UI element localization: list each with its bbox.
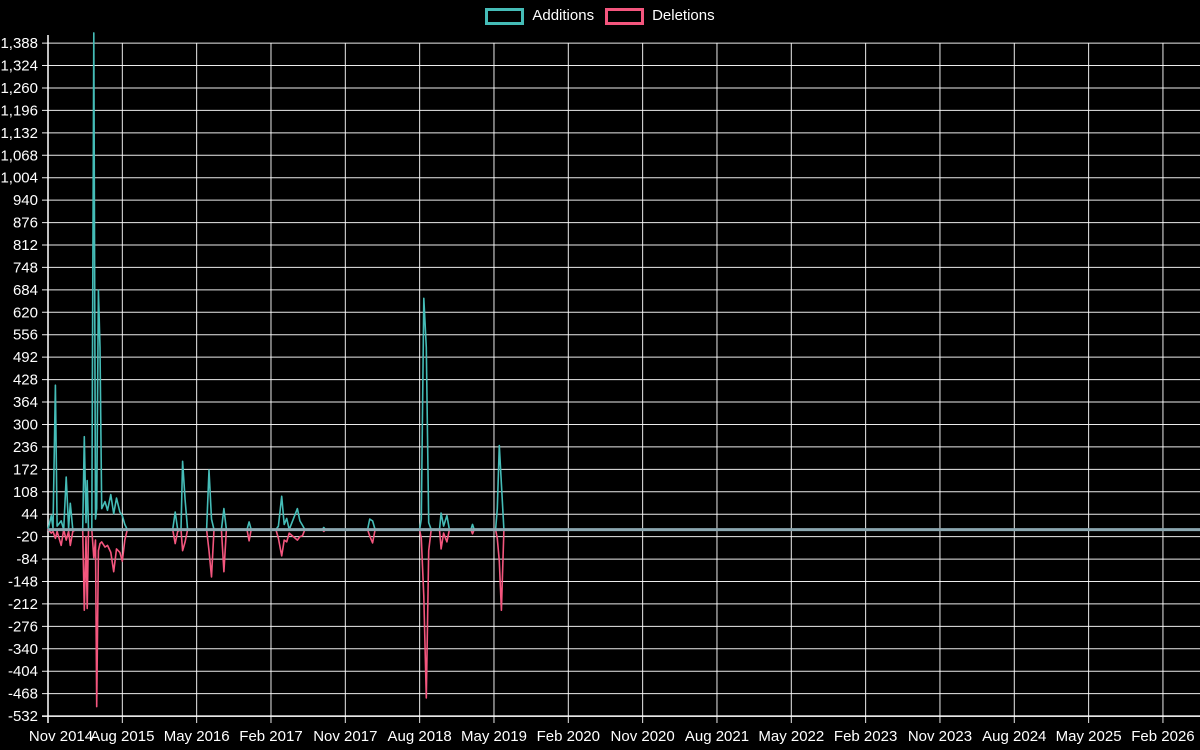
svg-text:Nov 2014: Nov 2014 (29, 728, 93, 745)
y-axis-labels: 1,388 1,324 1,260 1,196 1,132 1,068 1,004 940 87… (0, 35, 38, 725)
svg-text:1,260: 1,260 (0, 80, 38, 97)
svg-text:428: 428 (13, 372, 38, 389)
svg-text:940: 940 (13, 192, 38, 209)
svg-text:172: 172 (13, 461, 38, 478)
svg-text:Feb 2026: Feb 2026 (1131, 728, 1194, 745)
svg-text:-212: -212 (8, 596, 38, 613)
svg-text:May 2022: May 2022 (758, 728, 824, 745)
svg-text:-404: -404 (8, 663, 38, 680)
svg-text:300: 300 (13, 416, 38, 433)
svg-text:812: 812 (13, 237, 38, 254)
svg-text:Nov 2020: Nov 2020 (611, 728, 675, 745)
grid (42, 42, 1200, 723)
axes (42, 35, 1200, 723)
svg-text:Feb 2023: Feb 2023 (834, 728, 897, 745)
svg-text:-468: -468 (8, 686, 38, 703)
additions-line (47, 32, 1164, 531)
svg-text:Feb 2020: Feb 2020 (537, 728, 600, 745)
chart-legend: Additions Deletions (0, 6, 1200, 26)
svg-text:556: 556 (13, 327, 38, 344)
legend-label-deletions: Deletions (652, 7, 715, 24)
svg-text:684: 684 (13, 282, 38, 299)
svg-text:-84: -84 (16, 551, 38, 568)
svg-text:44: 44 (21, 506, 38, 523)
svg-text:May 2016: May 2016 (164, 728, 230, 745)
svg-text:-532: -532 (8, 708, 38, 725)
legend-label-additions: Additions (532, 7, 595, 24)
svg-text:Aug 2024: Aug 2024 (982, 728, 1046, 745)
svg-text:-20: -20 (16, 529, 38, 546)
svg-text:1,196: 1,196 (0, 102, 38, 119)
svg-text:364: 364 (13, 394, 38, 411)
svg-text:May 2019: May 2019 (461, 728, 527, 745)
svg-text:Nov 2023: Nov 2023 (908, 728, 972, 745)
legend-item-additions[interactable]: Additions (485, 6, 594, 26)
deletions-line (47, 528, 1164, 708)
svg-text:Aug 2021: Aug 2021 (685, 728, 749, 745)
svg-text:Aug 2015: Aug 2015 (90, 728, 154, 745)
svg-text:876: 876 (13, 215, 38, 232)
legend-item-deletions[interactable]: Deletions (605, 6, 715, 26)
svg-text:-148: -148 (8, 574, 38, 591)
svg-text:1,388: 1,388 (0, 35, 38, 52)
svg-text:1,004: 1,004 (0, 170, 38, 187)
svg-text:1,068: 1,068 (0, 147, 38, 164)
svg-text:620: 620 (13, 304, 38, 321)
svg-text:1,324: 1,324 (0, 58, 38, 75)
additions-swatch-icon (485, 7, 525, 25)
svg-text:748: 748 (13, 259, 38, 276)
svg-text:Nov 2017: Nov 2017 (313, 728, 377, 745)
svg-text:-276: -276 (8, 618, 38, 635)
svg-text:108: 108 (13, 484, 38, 501)
svg-text:May 2025: May 2025 (1056, 728, 1122, 745)
svg-text:236: 236 (13, 439, 38, 456)
svg-text:1,132: 1,132 (0, 125, 38, 142)
svg-text:-340: -340 (8, 641, 38, 658)
svg-text:492: 492 (13, 349, 38, 366)
svg-text:Aug 2018: Aug 2018 (388, 728, 452, 745)
svg-text:Feb 2017: Feb 2017 (239, 728, 302, 745)
deletions-swatch-icon (605, 7, 645, 25)
